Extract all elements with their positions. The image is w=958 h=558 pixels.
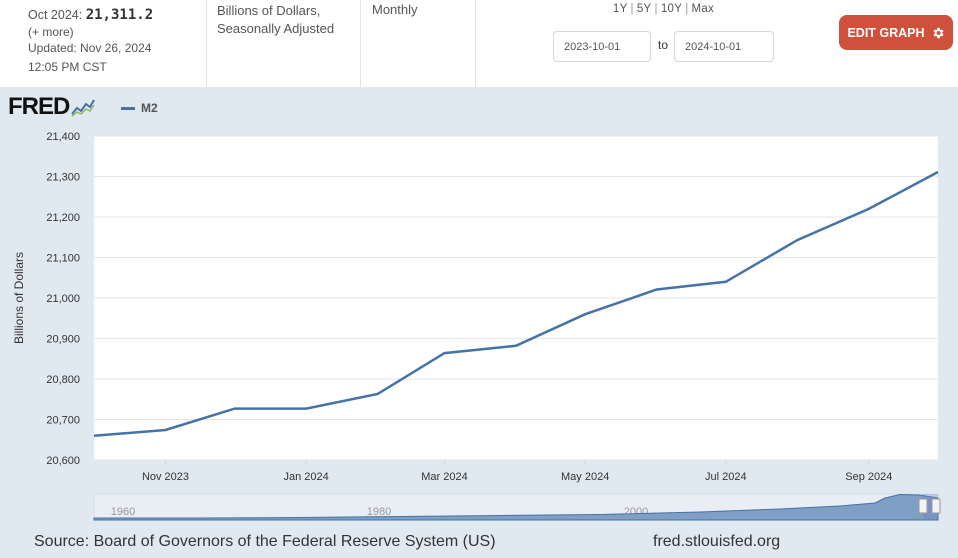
- edit-graph-label: EDIT GRAPH: [847, 25, 925, 40]
- legend-label: M2: [141, 101, 158, 115]
- fred-logo-text: FRED: [8, 93, 70, 120]
- range-max[interactable]: Max: [691, 3, 715, 15]
- gear-icon: [933, 27, 944, 38]
- navigator-year-label: 1960: [111, 506, 135, 518]
- y-tick-label: 21,200: [46, 212, 80, 224]
- updated-time: 12:05 PM CST: [28, 60, 107, 74]
- observation-period: Oct 2024:: [28, 8, 83, 22]
- x-tick-label: Jul 2024: [705, 471, 747, 483]
- navigator-handle-right[interactable]: [931, 498, 941, 514]
- y-tick-label: 21,000: [46, 293, 80, 305]
- updated-date: Updated: Nov 26, 2024: [28, 41, 152, 55]
- y-tick-label: 21,400: [46, 131, 80, 143]
- y-tick-label: 20,800: [46, 374, 80, 386]
- y-tick-label: 21,300: [46, 172, 80, 184]
- units-label: Billions of Dollars, Seasonally Adjusted: [207, 0, 361, 87]
- start-date-input[interactable]: [553, 31, 651, 62]
- legend-swatch: [121, 106, 135, 110]
- y-axis-label: Billions of Dollars: [12, 252, 26, 344]
- y-tick-label: 20,700: [46, 415, 80, 427]
- units-line-1: Billions of Dollars,: [217, 3, 321, 18]
- y-tick-label: 20,900: [46, 334, 80, 346]
- navigator-handle-left[interactable]: [918, 498, 928, 514]
- observation-value: 21,311.2: [85, 7, 154, 23]
- frequency-label: Monthly: [361, 0, 476, 87]
- y-tick-label: 21,100: [46, 253, 80, 265]
- latest-observation: Oct 2024: 21,311.2 (+ more) Updated: Nov…: [0, 0, 207, 87]
- units-line-2: Seasonally Adjusted: [217, 21, 335, 36]
- more-link[interactable]: (+ more): [28, 25, 74, 39]
- x-tick-label: Sep 2024: [845, 471, 892, 483]
- chart-legend: M2: [121, 101, 158, 115]
- source-text: Source: Board of Governors of the Federa…: [34, 533, 496, 550]
- to-label: to: [658, 38, 669, 52]
- range-5y[interactable]: 5Y: [636, 3, 652, 15]
- fred-logo-graph-icon: [71, 99, 96, 117]
- x-tick-label: Nov 2023: [142, 471, 189, 483]
- x-tick-label: May 2024: [561, 471, 609, 483]
- range-10y[interactable]: 10Y: [660, 3, 683, 15]
- range-1y[interactable]: 1Y: [612, 3, 628, 15]
- end-date-input[interactable]: [674, 31, 774, 62]
- fred-logo[interactable]: FRED: [8, 93, 96, 120]
- source-url[interactable]: fred.stlouisfed.org: [653, 533, 781, 550]
- edit-graph-button[interactable]: EDIT GRAPH: [839, 15, 953, 50]
- x-tick-label: Jan 2024: [284, 471, 329, 483]
- header-bar: Oct 2024: 21,311.2 (+ more) Updated: Nov…: [0, 0, 958, 87]
- navigator-year-label: 1980: [367, 506, 391, 518]
- series-line-m2: [93, 170, 939, 437]
- y-tick-label: 20,600: [46, 455, 80, 467]
- x-tick-label: Mar 2024: [421, 471, 467, 483]
- range-selector: 1Y | 5Y | 10Y | Max: [612, 3, 715, 15]
